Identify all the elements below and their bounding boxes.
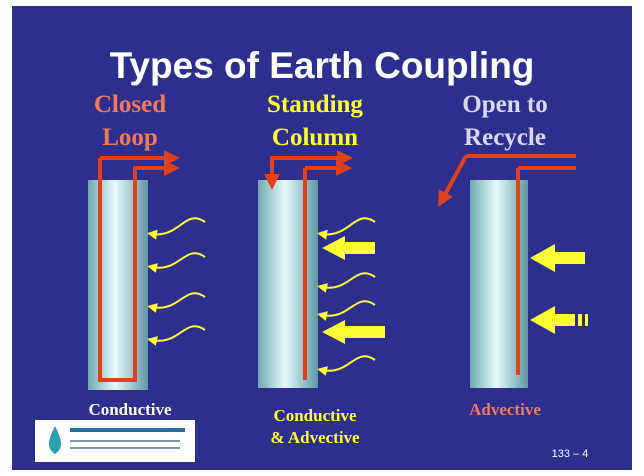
heading: Standing [267,91,363,118]
slide-number: 133 – 4 [552,448,589,460]
heading: Open to [462,91,547,118]
label: & Advective [270,428,360,447]
logo [35,420,195,462]
heading: Closed [94,91,166,118]
label: Conductive [273,406,357,425]
label: Advective [469,400,541,419]
heading: Recycle [464,124,546,151]
label: Conductive [88,400,172,419]
heading: Loop [102,124,158,151]
heading: Column [272,124,358,151]
flow-arrows [322,236,588,344]
heat-flow [147,217,376,376]
pipes [98,150,576,382]
title: Types of Earth Coupling [110,45,535,86]
